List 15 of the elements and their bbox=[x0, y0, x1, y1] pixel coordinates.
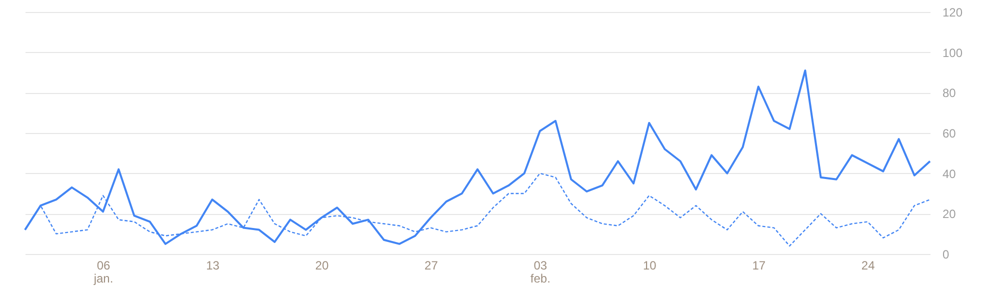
y-tick-label: 40 bbox=[942, 166, 956, 181]
y-tick-label: 60 bbox=[942, 126, 956, 140]
y-tick-label: 80 bbox=[942, 86, 956, 100]
x-tick-label: 06 jan. bbox=[92, 258, 114, 286]
x-tick-label: 20 bbox=[315, 258, 329, 272]
y-tick-label: 20 bbox=[942, 207, 956, 222]
x-tick-label: 17 bbox=[752, 258, 766, 272]
x-tick-label: 10 bbox=[642, 258, 657, 272]
x-tick-label: 03 feb. bbox=[530, 258, 550, 286]
y-tick-label: 0 bbox=[942, 248, 950, 262]
y-tick-label: 100 bbox=[942, 46, 963, 60]
y-tick-label: 120 bbox=[942, 6, 963, 20]
x-tick-label: 27 bbox=[424, 258, 438, 272]
x-tick-label: 13 bbox=[206, 258, 220, 272]
x-tick-label: 24 bbox=[861, 258, 876, 272]
